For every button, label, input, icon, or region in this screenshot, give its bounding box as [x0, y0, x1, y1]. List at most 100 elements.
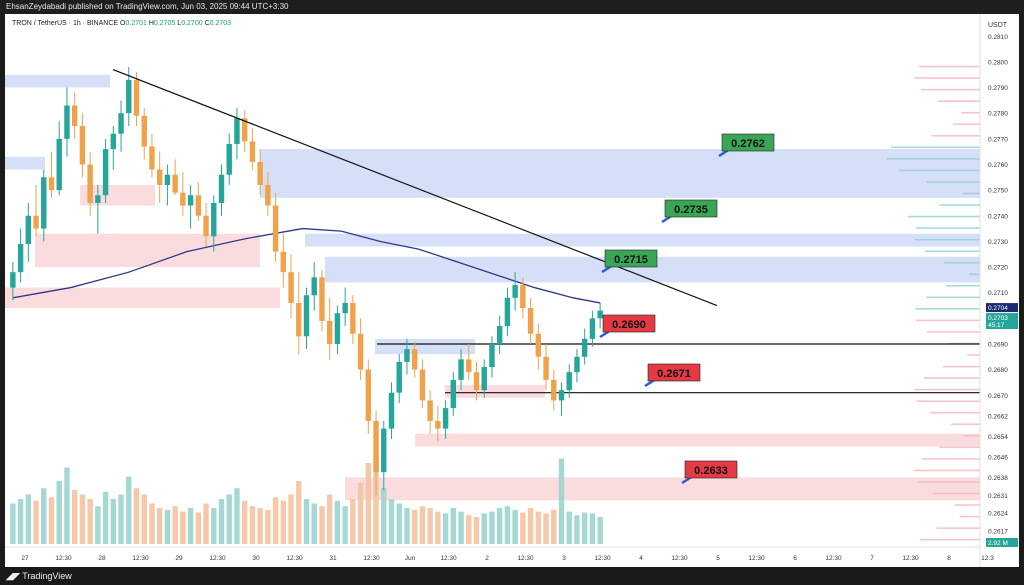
volume-bar — [551, 509, 557, 544]
x-tick-label: 12:30 — [209, 555, 226, 562]
volume-tag — [986, 538, 1018, 547]
level-label-box — [721, 133, 775, 152]
tradingview-logo-icon[interactable]: ◢◤ — [6, 571, 20, 581]
volume-profile-bar — [944, 261, 980, 264]
candle-body — [265, 184, 271, 206]
volume-profile-bar — [921, 458, 980, 460]
countdown-text: 45:17 — [988, 322, 1005, 329]
x-tick-label: 12:30 — [363, 555, 380, 562]
volume-profile-bar — [954, 504, 980, 506]
volume-bar — [574, 515, 580, 544]
candlestick-chart[interactable]: 0.2762 0.2735 0.2715 0.2690 0.2671 0.2633 0.28… — [5, 14, 1019, 567]
volume-profile-bar — [939, 446, 980, 449]
candle-body — [288, 272, 294, 303]
volume-profile-bar — [927, 331, 980, 333]
y-tick-label: 0.2662 — [988, 413, 1008, 420]
chart-panel[interactable]: 0.2762 0.2735 0.2715 0.2690 0.2671 0.2633 0.28… — [5, 14, 1019, 567]
candle-body — [25, 215, 32, 244]
candle-body — [504, 297, 511, 327]
volume-bar — [504, 506, 511, 544]
volume-profile-bar — [914, 238, 980, 241]
candle-body — [512, 285, 518, 298]
candle-body — [187, 195, 194, 206]
candle-body — [597, 310, 603, 319]
level-label-text: 0.2671 — [657, 368, 691, 380]
candle-body — [126, 79, 132, 114]
candle-body — [133, 79, 140, 116]
volume-bar — [203, 503, 209, 544]
volume-profile-bar — [931, 134, 980, 137]
volume-profile-bar — [920, 88, 980, 91]
y-tick-label: 0.2690 — [988, 341, 1008, 348]
high-label: H — [148, 20, 154, 27]
x-tick-label: 12:30 — [517, 555, 534, 562]
volume-profile-bar — [916, 400, 980, 402]
volume-bar — [17, 499, 24, 544]
volume-bar — [388, 499, 395, 544]
volume-bar — [133, 488, 140, 544]
volume-bar — [581, 512, 588, 544]
candle-body — [496, 326, 503, 344]
x-tick-label: 12:3 — [981, 555, 994, 562]
candle-body — [419, 369, 426, 401]
close-value: 0.2703 — [209, 20, 232, 27]
candle-body — [489, 343, 495, 368]
x-tick-label: 27 — [21, 555, 29, 562]
x-tick-label: 12:30 — [671, 555, 688, 562]
volume-bar — [241, 500, 248, 544]
level-label-text: 0.2715 — [614, 254, 648, 266]
volume-bar — [41, 488, 47, 544]
volume-bar — [342, 506, 348, 544]
volume-bar — [272, 497, 279, 544]
candle-body — [180, 192, 186, 206]
candle-body — [56, 138, 62, 191]
volume-bar — [33, 500, 39, 544]
level-label-text: 0.2762 — [731, 138, 765, 150]
volume-bar — [535, 511, 542, 544]
volume-bar — [481, 513, 487, 544]
y-tick-label: 0.2800 — [988, 59, 1008, 66]
current-price-tag — [986, 303, 1018, 313]
candle-body — [156, 169, 163, 185]
volume-bar — [156, 508, 163, 544]
volume-bar — [381, 488, 387, 544]
volume-bar — [10, 503, 16, 544]
volume-bar — [71, 490, 78, 544]
candle-body — [450, 379, 457, 409]
candle-body — [33, 215, 39, 229]
volume-bar — [512, 509, 518, 544]
candle-body — [71, 105, 78, 127]
close-price-tag — [986, 313, 1018, 330]
candle-body — [48, 177, 55, 191]
volume-bar — [187, 508, 194, 544]
volume-bar — [326, 494, 333, 544]
volume-profile-bar — [924, 250, 980, 252]
volume-bar — [149, 503, 155, 544]
candle-body — [319, 277, 325, 321]
volume-profile-bar — [914, 388, 980, 391]
volume-profile-bar — [886, 158, 980, 160]
volume-bar — [79, 494, 86, 544]
volume-bar — [48, 497, 55, 544]
volume-bar — [319, 506, 325, 544]
volume-bar — [558, 458, 565, 544]
candle-body — [110, 133, 117, 150]
volume-profile-bar — [914, 469, 980, 472]
x-tick-label: 31 — [329, 555, 337, 562]
volume-profile-bar — [961, 111, 980, 114]
candle-body — [64, 105, 70, 139]
volume-bar — [141, 494, 147, 544]
x-tick-label: 30 — [252, 555, 260, 562]
candle-body — [164, 174, 171, 185]
x-tick-label: 6 — [793, 555, 797, 562]
y-tick-label: 0.2710 — [988, 290, 1008, 297]
low-label: L — [177, 20, 182, 27]
volume-bar — [334, 500, 341, 544]
published-text: EhsanZeydabadi published on TradingView.… — [6, 2, 289, 11]
level-label-text: 0.2735 — [674, 204, 708, 216]
volume-bar — [288, 494, 294, 544]
candle-body — [357, 333, 364, 370]
y-tick-label: 0.2680 — [988, 367, 1008, 374]
volume-bar — [95, 506, 101, 544]
candle-body — [218, 174, 225, 203]
